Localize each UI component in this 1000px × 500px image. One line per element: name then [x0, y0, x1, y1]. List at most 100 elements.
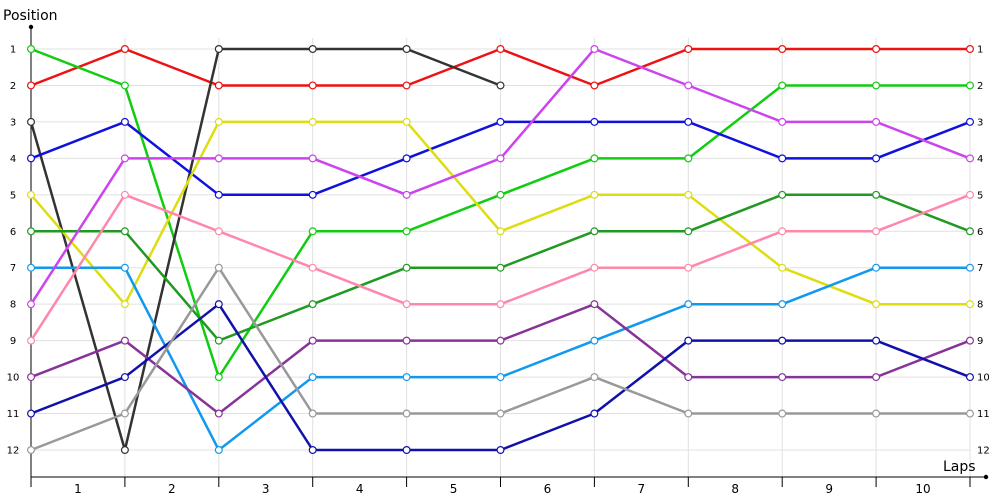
right-y-tick-label: 1: [977, 45, 983, 56]
series-point: [684, 336, 693, 345]
series-point: [872, 263, 881, 272]
series-point: [308, 336, 317, 345]
series-point: [214, 227, 223, 236]
series-point: [496, 117, 505, 126]
series-point: [872, 409, 881, 418]
series-point: [120, 336, 129, 345]
series-point: [402, 44, 411, 53]
series-point: [872, 81, 881, 90]
series-point: [308, 446, 317, 455]
series-point: [120, 227, 129, 236]
series-8: [27, 44, 974, 309]
series-point: [965, 117, 974, 126]
series-point: [778, 409, 787, 418]
series-point: [872, 117, 881, 126]
x-tick-label: 7: [638, 482, 646, 496]
right-y-tick-label: 6: [977, 227, 983, 238]
series-point: [684, 409, 693, 418]
x-axis-title: Laps: [943, 459, 976, 475]
series-point: [27, 44, 36, 53]
series-point: [496, 227, 505, 236]
series-point: [402, 117, 411, 126]
series-point: [214, 154, 223, 163]
series-point: [120, 81, 129, 90]
series-point: [496, 446, 505, 455]
series-point: [684, 373, 693, 382]
series-point: [120, 409, 129, 418]
series-point: [590, 227, 599, 236]
series-point: [402, 81, 411, 90]
series-point: [684, 227, 693, 236]
x-tick-label: 3: [262, 482, 270, 496]
series-point: [965, 263, 974, 272]
series-point: [308, 300, 317, 309]
series-point: [27, 336, 36, 345]
series-point: [27, 446, 36, 455]
series-point: [965, 227, 974, 236]
series-point: [496, 336, 505, 345]
series-point: [778, 263, 787, 272]
right-y-tick-label: 7: [977, 263, 983, 274]
series-point: [872, 154, 881, 163]
series-point: [590, 336, 599, 345]
x-tick-label: 1: [74, 482, 82, 496]
series-point: [778, 44, 787, 53]
series-point: [965, 336, 974, 345]
series-point: [778, 336, 787, 345]
y-axis-title: Position: [3, 8, 58, 24]
series-point: [965, 154, 974, 163]
series-point: [965, 300, 974, 309]
series-point: [402, 227, 411, 236]
series-point: [778, 190, 787, 199]
series-point: [872, 336, 881, 345]
series-point: [402, 336, 411, 345]
series-point: [308, 44, 317, 53]
series-point: [872, 190, 881, 199]
series-point: [308, 263, 317, 272]
series-point: [27, 81, 36, 90]
y-tick-label: 7: [10, 263, 16, 274]
series-point: [684, 190, 693, 199]
series-point: [684, 263, 693, 272]
series-point: [214, 81, 223, 90]
series-point: [872, 227, 881, 236]
y-tick-label: 5: [10, 190, 16, 201]
right-y-tick-label: 12: [977, 446, 990, 457]
series-point: [402, 300, 411, 309]
series-point: [120, 44, 129, 53]
right-y-tick-label: 11: [977, 409, 990, 420]
series-point: [496, 81, 505, 90]
series-point: [214, 373, 223, 382]
series-point: [120, 263, 129, 272]
series-lines: [27, 44, 974, 455]
series-point: [590, 190, 599, 199]
series-point: [778, 81, 787, 90]
x-tick-label: 9: [825, 482, 833, 496]
series-point: [308, 117, 317, 126]
series-point: [120, 190, 129, 199]
series-point: [402, 446, 411, 455]
series-point: [590, 117, 599, 126]
series-10: [27, 300, 974, 418]
series-point: [214, 336, 223, 345]
series-point: [120, 154, 129, 163]
series-point: [402, 190, 411, 199]
series-point: [402, 409, 411, 418]
series-point: [402, 263, 411, 272]
y-tick-label: 9: [10, 336, 16, 347]
series-point: [214, 409, 223, 418]
series-point: [214, 263, 223, 272]
y-axis-end-dot: [28, 24, 34, 30]
x-tick-label: 6: [544, 482, 552, 496]
series-point: [496, 409, 505, 418]
series-point: [496, 190, 505, 199]
series-11: [27, 300, 974, 455]
series-point: [684, 117, 693, 126]
series-point: [27, 300, 36, 309]
x-tick-label: 2: [168, 482, 176, 496]
series-point: [778, 154, 787, 163]
right-y-tick-label: 3: [977, 117, 983, 128]
